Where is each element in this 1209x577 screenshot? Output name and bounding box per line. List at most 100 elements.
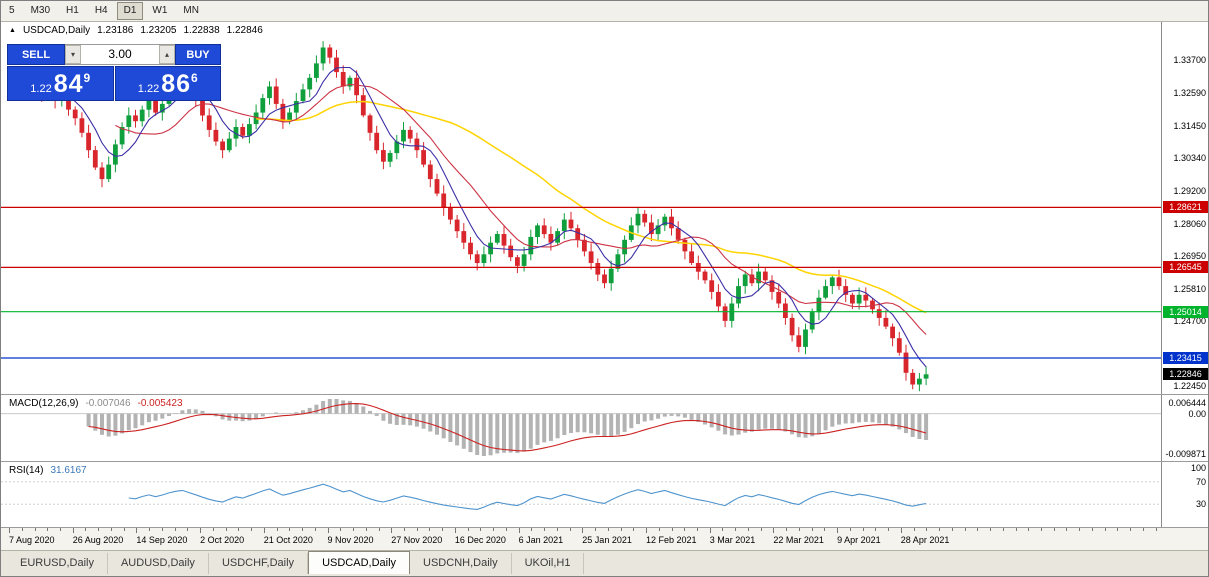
minor-tick	[161, 528, 163, 531]
main-chart-panel[interactable]: 1.33700 1.32590 1.31450 1.30340 1.29200 1.280…	[1, 22, 1208, 395]
price-axis-label: 1.24700	[1173, 315, 1206, 326]
date-label: 12 Feb 2021	[646, 535, 697, 545]
date-label: 2 Oct 2020	[200, 535, 245, 545]
rsi-axis-label: 70	[1195, 476, 1206, 487]
major-tick	[136, 528, 138, 533]
date-label: 27 Nov 2020	[391, 535, 443, 545]
major-tick	[518, 528, 520, 533]
major-tick	[9, 528, 10, 533]
tab-audusd-daily[interactable]: AUDUSD,Daily	[108, 553, 209, 574]
sell-price-prefix: 1.22	[30, 83, 52, 95]
up-triangle-icon: ▲	[9, 27, 16, 34]
volume-decrease-button[interactable]: ▾	[65, 45, 81, 64]
macd-axis-label: 0.006444	[1168, 398, 1206, 408]
minor-tick	[493, 528, 495, 531]
sell-price-pips: 84	[53, 70, 84, 98]
sell-price-button[interactable]: 1.22 84 9	[7, 66, 114, 101]
date-label: 9 Nov 2020	[327, 535, 374, 545]
minor-tick	[212, 528, 214, 531]
macd-axis-label: 0.00	[1188, 408, 1206, 419]
tf-button-m30[interactable]: M30	[30, 5, 51, 16]
minor-tick	[1040, 528, 1042, 531]
chart-tabs: EURUSD,Daily AUDUSD,Daily USDCHF,Daily USDC…	[1, 551, 1208, 576]
minor-tick	[505, 528, 507, 531]
minor-tick	[849, 528, 851, 531]
price-axis-label: 1.31450	[1173, 120, 1206, 131]
ohlc-open: 1.23186	[97, 25, 134, 36]
date-label: 14 Sep 2020	[136, 535, 188, 545]
minor-tick	[620, 528, 622, 531]
minor-tick	[1066, 528, 1068, 531]
major-tick	[200, 528, 202, 533]
tab-usdchf-daily[interactable]: USDCHF,Daily	[209, 553, 309, 574]
volume-increase-button[interactable]: ▴	[159, 45, 175, 64]
tf-button-mn[interactable]: MN	[183, 5, 199, 16]
tab-eurusd-daily[interactable]: EURUSD,Daily	[7, 553, 108, 574]
minor-tick	[110, 528, 112, 531]
macd-panel[interactable]: 0.006444 0.00 -0.009871 MACD(12,26,9) -0.0…	[1, 395, 1208, 462]
tf-button-w1[interactable]: W1	[152, 5, 168, 16]
major-tick	[709, 528, 711, 533]
minor-tick	[798, 528, 800, 531]
rsi-panel[interactable]: 100 70 30 RSI(14) 31.6167	[1, 462, 1208, 528]
macd-axis: 0.006444 0.00 -0.009871	[1161, 395, 1208, 461]
minor-tick	[1091, 528, 1093, 531]
minor-tick	[684, 528, 686, 531]
hline-price-badge: 1.25014	[1163, 305, 1208, 318]
date-label: 22 Mar 2021	[773, 535, 824, 545]
date-label: 6 Jan 2021	[518, 535, 564, 545]
tf-button-5[interactable]: 5	[9, 5, 15, 16]
tf-button-h4[interactable]: H4	[94, 5, 108, 16]
ohlc-low: 1.22838	[183, 25, 220, 36]
price-axis-label: 1.32590	[1173, 87, 1206, 98]
major-tick	[454, 528, 456, 533]
minor-tick	[811, 528, 813, 531]
price-axis-label: 1.22450	[1173, 380, 1206, 391]
sell-button[interactable]: SELL	[7, 44, 65, 65]
sell-price-point: 9	[83, 71, 91, 85]
price-axis-label: 1.25810	[1173, 283, 1206, 294]
minor-tick	[1155, 528, 1157, 531]
ohlc-close: 1.22846	[226, 25, 263, 36]
minor-tick	[824, 528, 826, 531]
tf-button-d1[interactable]: D1	[116, 2, 144, 20]
major-tick	[773, 528, 775, 533]
macd-chart[interactable]	[1, 395, 1161, 461]
major-tick	[646, 528, 647, 533]
ohlc-high: 1.23205	[140, 25, 177, 36]
minor-tick	[658, 528, 660, 531]
minor-tick	[289, 528, 291, 531]
hline-price-badge: 1.26545	[1163, 261, 1208, 274]
tab-usdcad-daily[interactable]: USDCAD,Daily	[308, 551, 411, 574]
tf-button-h1[interactable]: H1	[66, 5, 79, 16]
date-label: 7 Aug 2020	[9, 535, 55, 545]
rsi-value: 31.6167	[50, 465, 87, 476]
minor-tick	[174, 528, 176, 531]
date-axis: 7 Aug 2020 26 Aug 2020 14 Sep 2020 2 Oct 20…	[1, 528, 1208, 551]
buy-price-pips: 86	[161, 70, 192, 98]
timeframe-toolbar: 5 M30 H1 H4 D1 W1 MN	[1, 1, 1208, 22]
minor-tick	[187, 528, 189, 531]
minor-tick	[353, 528, 354, 531]
tab-ukoil-h1[interactable]: UKOil,H1	[512, 553, 585, 574]
chart-header: ▲ USDCAD,Daily 1.23186 1.23205 1.22838 1…	[9, 25, 263, 36]
volume-input[interactable]: 3.00	[108, 47, 132, 61]
buy-price-button[interactable]: 1.22 86 6	[114, 66, 221, 101]
minor-tick	[760, 528, 762, 531]
minor-tick	[913, 528, 915, 531]
minor-tick	[556, 528, 558, 531]
minor-tick	[875, 528, 877, 531]
minor-tick	[951, 528, 953, 531]
minor-tick	[340, 528, 342, 531]
rsi-chart[interactable]	[1, 462, 1161, 527]
buy-button[interactable]: BUY	[175, 44, 221, 65]
minor-tick	[862, 528, 864, 531]
minor-tick	[1104, 528, 1106, 531]
minor-tick	[403, 528, 405, 531]
minor-tick	[595, 528, 596, 531]
tab-usdcnh-daily[interactable]: USDCNH,Daily	[410, 553, 512, 574]
minor-tick	[47, 528, 49, 531]
price-axis-label: 1.29200	[1173, 185, 1206, 196]
price-axis-label: 1.33700	[1173, 55, 1206, 66]
date-label: 9 Apr 2021	[837, 535, 881, 545]
